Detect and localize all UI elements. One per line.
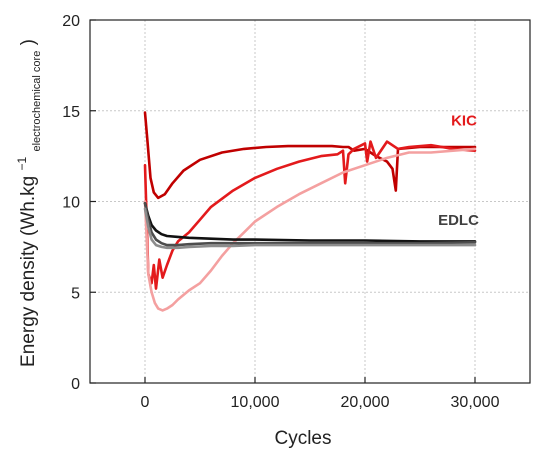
y-tick-label: 0	[71, 376, 80, 393]
y-tick-label: 15	[62, 104, 80, 121]
series-line-edlc	[143, 202, 477, 247]
annotations: KIC EDLC	[438, 112, 479, 229]
y-axis-title-sub: electrochemical core	[31, 51, 43, 152]
series-line-kic	[143, 140, 477, 290]
grid	[90, 19, 530, 384]
y-axis-title-main: Energy density (Wh.kg	[18, 176, 39, 367]
y-axis-title-sup: −1	[15, 157, 29, 171]
series-line-edlc	[143, 202, 477, 243]
annotation-kic: KIC	[451, 112, 477, 129]
axis-ticks: 0 10,000 20,000 30,000 0 5 10 15 20	[62, 13, 499, 411]
x-tick-label: 10,000	[231, 394, 280, 411]
y-tick-label: 20	[62, 13, 80, 30]
x-axis-title: Cycles	[274, 428, 331, 449]
y-tick-label: 10	[62, 195, 80, 212]
x-tick-label: 20,000	[341, 394, 390, 411]
annotation-edlc: EDLC	[438, 212, 479, 229]
y-tick-label: 5	[71, 285, 80, 302]
y-axis-title-close: )	[18, 39, 39, 45]
series-layer	[143, 111, 477, 312]
series-line-kic	[143, 111, 477, 200]
x-tick-label: 30,000	[451, 394, 500, 411]
y-axis-title: Energy density (Wh.kg −1 electrochemical…	[10, 39, 45, 367]
series-line-edlc	[143, 207, 477, 250]
x-tick-label: 0	[141, 394, 150, 411]
series-line-kic	[143, 147, 477, 312]
